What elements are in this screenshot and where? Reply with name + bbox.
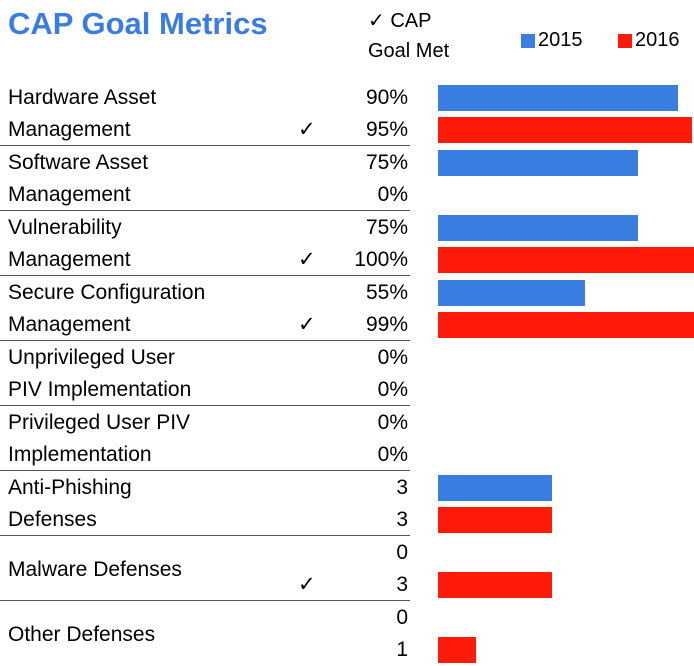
value-label: 0% bbox=[377, 183, 408, 206]
goal-met-check: ✓ bbox=[298, 118, 316, 141]
value-label: 95% bbox=[365, 118, 408, 141]
category-label: Management bbox=[8, 183, 131, 206]
row-separator bbox=[0, 145, 410, 146]
goal-legend: Goal Met bbox=[368, 40, 450, 62]
category-label: Management bbox=[8, 118, 131, 141]
bar bbox=[438, 85, 679, 111]
value-label: 90% bbox=[365, 86, 408, 109]
row-separator bbox=[0, 405, 410, 406]
value-label: 3 bbox=[396, 508, 408, 531]
row-separator bbox=[0, 470, 410, 471]
category-label: Management bbox=[8, 313, 131, 336]
category-label: Anti-Phishing bbox=[8, 476, 132, 499]
value-label: 0 bbox=[396, 606, 408, 629]
value-label: 0% bbox=[377, 346, 408, 369]
category-label: Software Asset bbox=[8, 151, 149, 174]
category-label: Hardware Asset bbox=[8, 86, 157, 109]
bar bbox=[438, 572, 553, 598]
value-label: 3 bbox=[396, 573, 408, 596]
category-label: Malware Defenses bbox=[8, 558, 182, 581]
bar bbox=[438, 637, 477, 663]
goal-met-check: ✓ bbox=[298, 248, 316, 271]
legend-label: 2016 bbox=[635, 29, 680, 51]
category-label: Management bbox=[8, 248, 131, 271]
value-label: 100% bbox=[354, 248, 408, 271]
bar bbox=[438, 247, 694, 273]
category-label: PIV Implementation bbox=[8, 378, 192, 401]
row-separator bbox=[0, 535, 410, 536]
value-label: 75% bbox=[365, 151, 408, 174]
bar bbox=[438, 475, 553, 501]
value-label: 3 bbox=[396, 476, 408, 499]
goal-met-check: ✓ bbox=[298, 573, 316, 596]
value-label: 1 bbox=[396, 638, 408, 661]
goal-met-check: ✓ bbox=[298, 313, 316, 336]
value-label: 0 bbox=[396, 541, 408, 564]
value-label: 99% bbox=[365, 313, 408, 336]
value-label: 75% bbox=[365, 216, 408, 239]
category-label: Vulnerability bbox=[8, 216, 122, 239]
category-label: Secure Configuration bbox=[8, 281, 206, 304]
category-label: Unprivileged User bbox=[8, 346, 175, 369]
goal-legend: ✓ CAP bbox=[368, 10, 432, 32]
bar bbox=[438, 312, 694, 338]
category-label: Other Defenses bbox=[8, 623, 156, 646]
chart-title: CAP Goal Metrics bbox=[8, 6, 268, 41]
bar bbox=[438, 215, 639, 241]
value-label: 0% bbox=[377, 411, 408, 434]
row-separator bbox=[0, 275, 410, 276]
row-separator bbox=[0, 600, 410, 601]
legend-label: 2015 bbox=[538, 29, 583, 51]
row-separator bbox=[0, 340, 410, 341]
legend-swatch bbox=[618, 34, 632, 48]
value-label: 0% bbox=[377, 443, 408, 466]
bar bbox=[438, 507, 553, 533]
bar bbox=[438, 117, 692, 143]
row-separator bbox=[0, 210, 410, 211]
value-label: 55% bbox=[365, 281, 408, 304]
category-label: Implementation bbox=[8, 443, 152, 466]
category-label: Privileged User PIV bbox=[8, 411, 191, 434]
legend-swatch bbox=[521, 34, 535, 48]
category-label: Defenses bbox=[8, 508, 97, 531]
bar bbox=[438, 280, 585, 306]
value-label: 0% bbox=[377, 378, 408, 401]
bar bbox=[438, 150, 639, 176]
